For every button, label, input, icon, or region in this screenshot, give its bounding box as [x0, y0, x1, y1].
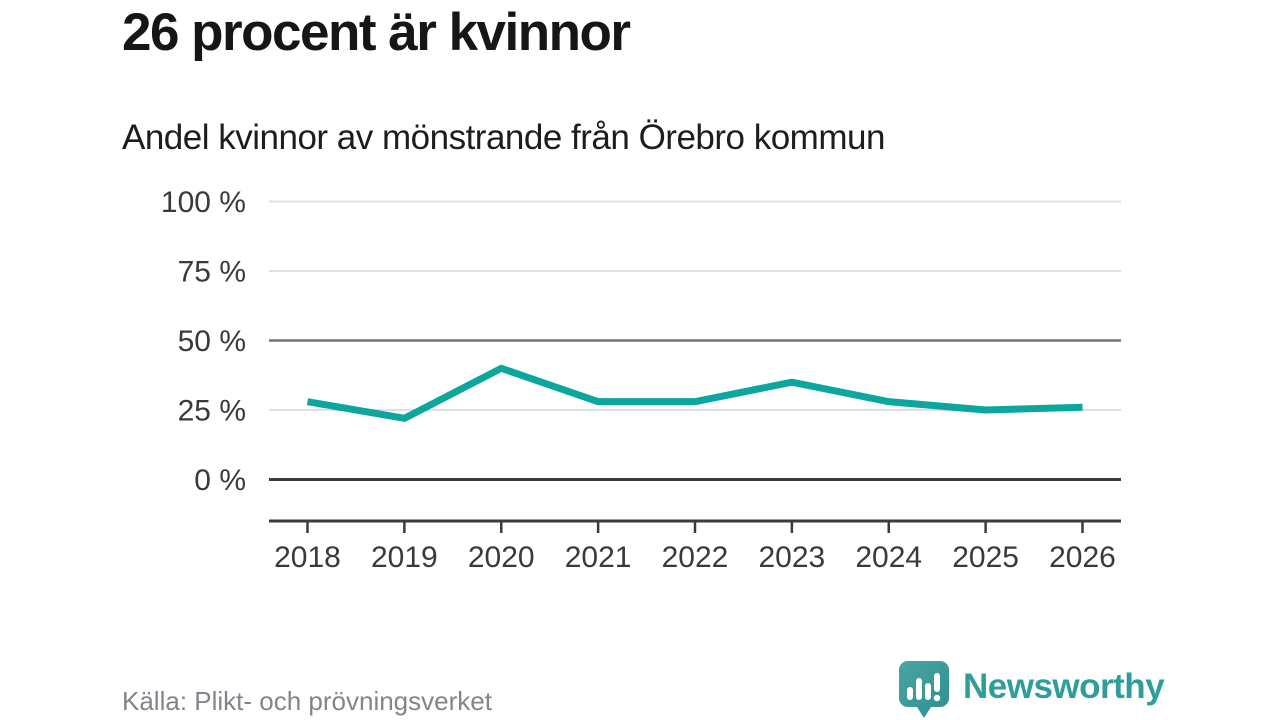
x-tick-label-2025: 2025	[952, 541, 1019, 574]
x-tick-label-2024: 2024	[855, 541, 922, 574]
x-tick-label-2026: 2026	[1049, 541, 1116, 574]
x-tick-label-2022: 2022	[662, 541, 729, 574]
chart-subtitle: Andel kvinnor av mönstrande från Örebro …	[122, 118, 885, 157]
x-tick-label-2018: 2018	[274, 541, 341, 574]
chart-title: 26 procent är kvinnor	[122, 3, 631, 62]
x-tick-label-2023: 2023	[759, 541, 826, 574]
source-caption: Källa: Plikt- och prövningsverket	[122, 686, 492, 716]
x-tick-label-2019: 2019	[371, 541, 438, 574]
y-tick-label-50: 50 %	[178, 325, 246, 358]
logo-bar-chart-glyph	[907, 673, 941, 702]
x-tick-label-2021: 2021	[565, 541, 632, 574]
speech-bubble-shape	[899, 661, 949, 718]
y-tick-label-100: 100 %	[161, 186, 246, 219]
y-tick-label-75: 75 %	[178, 256, 246, 289]
x-tick-label-2020: 2020	[468, 541, 535, 574]
y-tick-label-25: 25 %	[178, 395, 246, 428]
newsworthy-wordmark: Newsworthy	[963, 666, 1165, 706]
y-tick-label-0: 0 %	[194, 464, 246, 497]
newsworthy-logo-icon	[899, 661, 949, 718]
newsworthy-brand: Newsworthy	[898, 660, 1165, 719]
data-line-andel-kvinnor-av-mönstrande-(%)	[306, 364, 1083, 422]
